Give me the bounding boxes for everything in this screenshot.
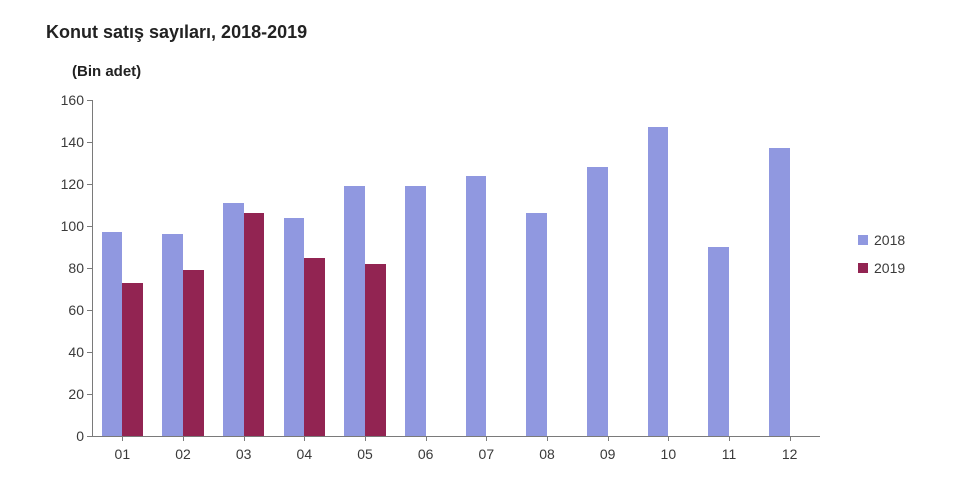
- y-tick-mark: [87, 100, 92, 101]
- chart-container: Konut satış sayıları, 2018-2019 (Bin ade…: [0, 0, 960, 500]
- x-tick-mark: [183, 436, 184, 441]
- bar: [304, 258, 325, 437]
- bar: [162, 234, 183, 436]
- x-tick-mark: [547, 436, 548, 441]
- x-tick-mark: [426, 436, 427, 441]
- bar: [587, 167, 608, 436]
- bar: [223, 203, 244, 436]
- bar: [102, 232, 123, 436]
- y-tick-mark: [87, 436, 92, 437]
- y-tick-mark: [87, 268, 92, 269]
- chart-subtitle: (Bin adet): [72, 63, 141, 80]
- y-tick-mark: [87, 142, 92, 143]
- x-tick-mark: [122, 436, 123, 441]
- y-tick-mark: [87, 226, 92, 227]
- bar: [284, 218, 305, 436]
- bar: [466, 176, 487, 436]
- chart-title: Konut satış sayıları, 2018-2019: [46, 22, 307, 43]
- x-tick-mark: [790, 436, 791, 441]
- legend-label: 2019: [874, 260, 905, 276]
- legend-label: 2018: [874, 232, 905, 248]
- bar: [365, 264, 386, 436]
- bar: [526, 213, 547, 436]
- y-tick-mark: [87, 184, 92, 185]
- x-tick-mark: [244, 436, 245, 441]
- legend-item: 2019: [858, 260, 905, 276]
- y-tick-mark: [87, 310, 92, 311]
- y-tick-mark: [87, 394, 92, 395]
- legend-swatch: [858, 263, 868, 273]
- legend: 2018 2019: [858, 232, 905, 288]
- x-axis: [92, 436, 820, 437]
- bar: [405, 186, 426, 436]
- x-tick-mark: [304, 436, 305, 441]
- legend-item: 2018: [858, 232, 905, 248]
- bar: [708, 247, 729, 436]
- bar: [344, 186, 365, 436]
- x-tick-mark: [486, 436, 487, 441]
- y-tick-mark: [87, 352, 92, 353]
- y-axis: [92, 100, 93, 436]
- plot-area: 0204060801001201401600102030405060708091…: [92, 100, 820, 436]
- x-tick-mark: [729, 436, 730, 441]
- legend-swatch: [858, 235, 868, 245]
- bar: [769, 148, 790, 436]
- x-tick-mark: [365, 436, 366, 441]
- bar: [648, 127, 669, 436]
- bar: [122, 283, 143, 436]
- x-tick-mark: [608, 436, 609, 441]
- bar: [244, 213, 265, 436]
- bar: [183, 270, 204, 436]
- x-tick-mark: [668, 436, 669, 441]
